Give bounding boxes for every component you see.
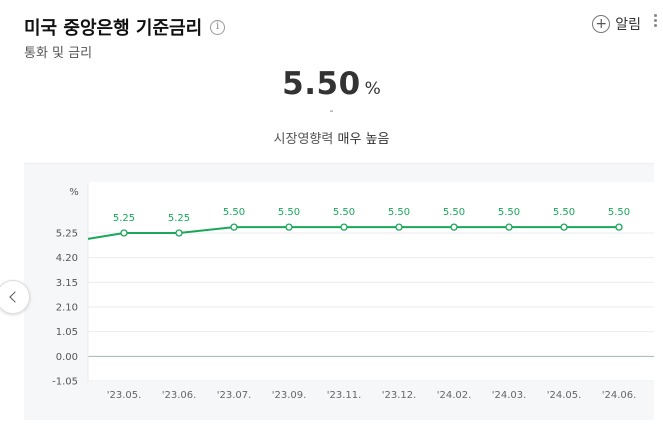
category-subtitle: 통화 및 금리	[24, 46, 93, 61]
x-tick-label: '24.02.	[437, 390, 472, 401]
data-point	[505, 223, 513, 231]
data-point	[560, 223, 568, 231]
data-point	[285, 223, 293, 231]
rate-value: 5.50	[282, 66, 361, 102]
data-point	[120, 229, 128, 237]
x-tick-label: '23.11.	[327, 390, 362, 401]
data-point	[175, 229, 183, 237]
x-tick-label: '24.06.	[602, 390, 637, 401]
x-tick-label: '23.05.	[107, 390, 142, 401]
data-point	[450, 223, 458, 231]
y-tick-label: -1.05	[52, 377, 78, 388]
data-point	[230, 223, 238, 231]
data-label: 5.50	[443, 207, 465, 218]
x-tick-label: '23.12.	[382, 390, 417, 401]
chevron-left-icon	[9, 291, 21, 303]
data-label: 5.50	[553, 207, 575, 218]
x-tick-label: '23.07.	[217, 390, 252, 401]
x-tick-label: '23.06.	[162, 390, 197, 401]
chart-area: % 5.25 4.20 3.15 2.10 1.05 0.00 -1.05 '23.05. '…	[24, 163, 654, 420]
x-tick-label: '24.05.	[547, 390, 582, 401]
data-label: 5.50	[388, 207, 410, 218]
y-tick-label: 3.15	[56, 278, 78, 289]
more-options-icon[interactable]	[654, 14, 658, 27]
data-point	[615, 223, 623, 231]
data-label: 5.50	[278, 207, 300, 218]
previous-button[interactable]	[0, 280, 30, 314]
info-icon[interactable]: i	[210, 19, 226, 35]
data-label: 5.50	[608, 207, 630, 218]
y-tick-label: 5.25	[56, 229, 78, 240]
x-tick-label: '23.09.	[272, 390, 307, 401]
data-label: 5.50	[333, 207, 355, 218]
y-tick-label: 4.20	[56, 253, 78, 264]
page-title: 미국 중앙은행 기준금리 i	[24, 14, 226, 40]
x-tick-label: '24.03.	[492, 390, 527, 401]
page-title-text: 미국 중앙은행 기준금리	[24, 18, 203, 39]
rate-change: -	[329, 104, 334, 117]
data-label: 5.25	[168, 213, 190, 224]
y-tick-label: 1.05	[56, 327, 78, 338]
data-label: 5.50	[498, 207, 520, 218]
data-point	[340, 223, 348, 231]
alarm-button[interactable]: + 알림	[592, 14, 641, 34]
y-tick-label: 0.00	[56, 352, 78, 363]
impact-value: 매우 높음	[337, 132, 390, 147]
rate-unit: %	[364, 79, 381, 99]
current-rate: 5.50%	[0, 66, 663, 102]
impact-label: 시장영향력	[273, 132, 334, 147]
rate-line-chart: % 5.25 4.20 3.15 2.10 1.05 0.00 -1.05 '23.05. '…	[52, 182, 654, 401]
data-point	[395, 223, 403, 231]
plus-icon: +	[592, 15, 611, 33]
y-tick-label: 2.10	[56, 303, 78, 314]
data-label: 5.25	[113, 213, 135, 224]
market-impact: 시장영향력 매우 높음	[0, 128, 663, 147]
y-axis-unit: %	[69, 187, 79, 198]
data-label: 5.50	[223, 207, 245, 218]
alarm-label: 알림	[615, 17, 641, 33]
